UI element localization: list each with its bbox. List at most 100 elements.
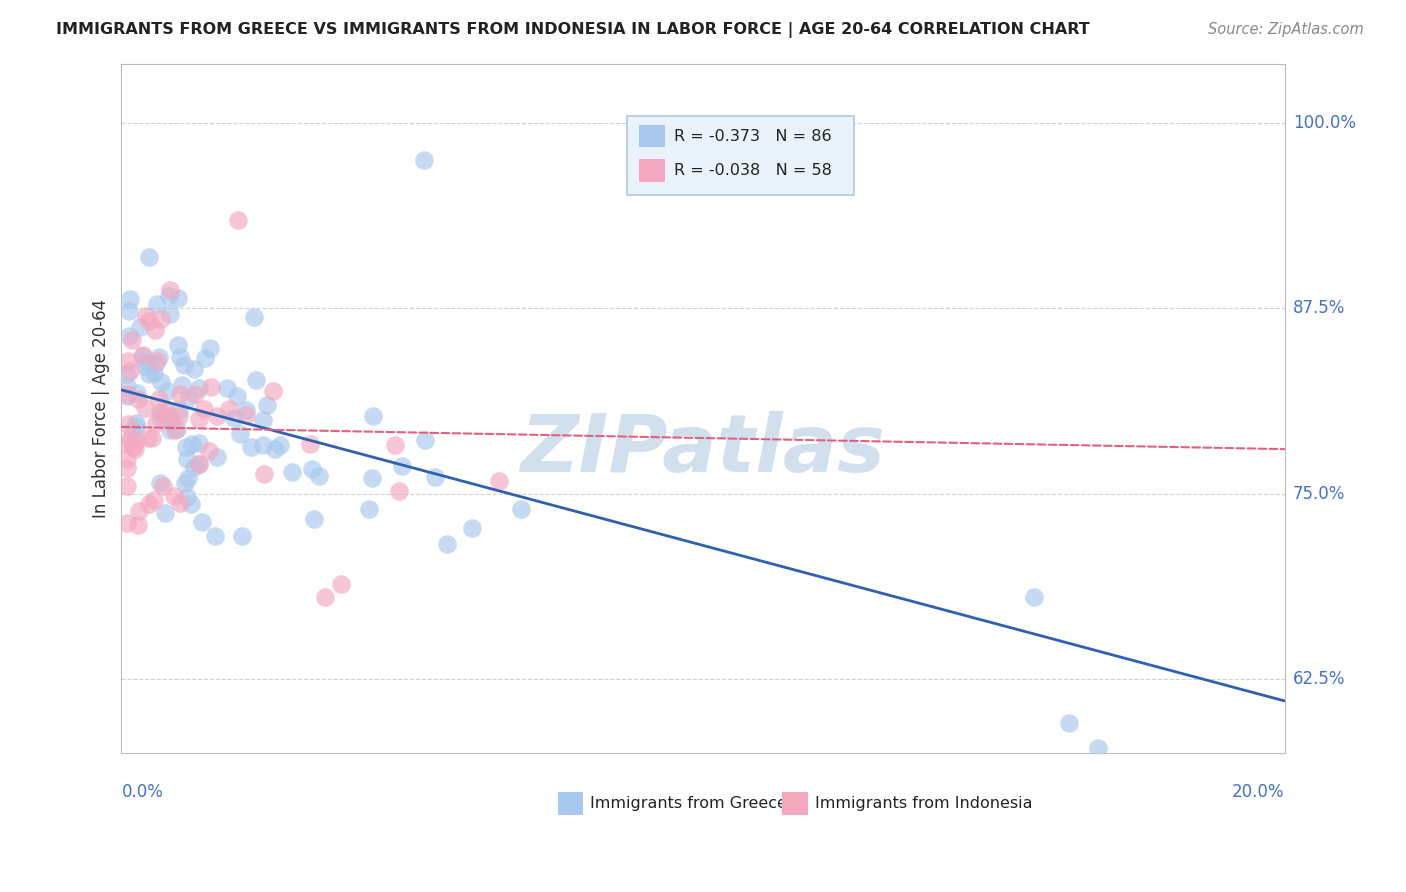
Point: [391, 458, 413, 473]
Point: [299, 437, 322, 451]
Point: [222, 411, 245, 425]
Point: [138, 367, 160, 381]
Point: [188, 436, 211, 450]
Point: [173, 358, 195, 372]
Point: [181, 437, 204, 451]
Point: [135, 355, 157, 369]
Point: [143, 357, 166, 371]
Point: [215, 381, 238, 395]
Point: [138, 498, 160, 512]
Text: R = -0.373   N = 86: R = -0.373 N = 86: [673, 128, 831, 144]
Point: [314, 591, 336, 605]
Point: [252, 438, 274, 452]
Point: [149, 375, 172, 389]
Point: [252, 412, 274, 426]
Point: [1024, 591, 1046, 605]
Point: [169, 350, 191, 364]
Point: [124, 442, 146, 456]
Bar: [638, 125, 665, 147]
Point: [157, 409, 180, 424]
Point: [152, 479, 174, 493]
Point: [263, 442, 285, 456]
Point: [243, 310, 266, 324]
Point: [143, 323, 166, 337]
Point: [117, 354, 139, 368]
Point: [231, 529, 253, 543]
Point: [138, 314, 160, 328]
Point: [179, 392, 201, 406]
Point: [166, 422, 188, 436]
Point: [117, 479, 139, 493]
Point: [361, 409, 384, 423]
Point: [148, 392, 170, 407]
Point: [120, 431, 142, 445]
Point: [193, 402, 215, 417]
Point: [141, 431, 163, 445]
Point: [388, 484, 411, 499]
Point: [117, 417, 139, 432]
Point: [183, 459, 205, 474]
Point: [188, 412, 211, 426]
Point: [509, 501, 531, 516]
Point: [413, 434, 436, 448]
Point: [145, 354, 167, 368]
Point: [170, 378, 193, 392]
Point: [132, 348, 155, 362]
Point: [125, 418, 148, 433]
Point: [117, 367, 139, 381]
Point: [134, 359, 156, 373]
Point: [301, 462, 323, 476]
Point: [157, 289, 180, 303]
Point: [384, 438, 406, 452]
Text: IMMIGRANTS FROM GREECE VS IMMIGRANTS FROM INDONESIA IN LABOR FORCE | AGE 20-64 C: IMMIGRANTS FROM GREECE VS IMMIGRANTS FRO…: [56, 22, 1090, 38]
Point: [226, 212, 249, 227]
Point: [145, 416, 167, 430]
Text: ZIPatlas: ZIPatlas: [520, 410, 886, 489]
Point: [138, 250, 160, 264]
Point: [188, 458, 211, 472]
Point: [174, 441, 197, 455]
Point: [152, 406, 174, 420]
Point: [187, 457, 209, 471]
Point: [120, 364, 142, 378]
Point: [117, 461, 139, 475]
Text: 0.0%: 0.0%: [121, 783, 163, 801]
Text: Immigrants from Greece: Immigrants from Greece: [591, 796, 787, 811]
Bar: [627, 116, 855, 195]
Text: Source: ZipAtlas.com: Source: ZipAtlas.com: [1208, 22, 1364, 37]
Point: [184, 387, 207, 401]
Point: [135, 309, 157, 323]
Point: [127, 517, 149, 532]
Point: [194, 351, 217, 365]
Point: [166, 338, 188, 352]
Point: [118, 292, 141, 306]
Point: [329, 576, 352, 591]
Point: [159, 284, 181, 298]
Point: [308, 468, 330, 483]
Point: [176, 491, 198, 505]
Text: 62.5%: 62.5%: [1294, 670, 1346, 688]
Point: [204, 529, 226, 543]
Point: [155, 506, 177, 520]
Point: [183, 361, 205, 376]
Point: [134, 401, 156, 415]
Point: [1059, 716, 1081, 731]
Point: [121, 333, 143, 347]
Point: [159, 307, 181, 321]
Point: [177, 470, 200, 484]
Point: [149, 404, 172, 418]
Bar: [638, 159, 665, 182]
Point: [149, 311, 172, 326]
Point: [180, 497, 202, 511]
Point: [205, 409, 228, 424]
Point: [218, 402, 240, 417]
Point: [159, 423, 181, 437]
Y-axis label: In Labor Force | Age 20-64: In Labor Force | Age 20-64: [93, 299, 110, 518]
Text: 75.0%: 75.0%: [1294, 484, 1346, 502]
Point: [226, 389, 249, 403]
Point: [117, 304, 139, 318]
Point: [117, 516, 139, 530]
Point: [302, 512, 325, 526]
Point: [117, 451, 139, 466]
Point: [117, 379, 139, 393]
